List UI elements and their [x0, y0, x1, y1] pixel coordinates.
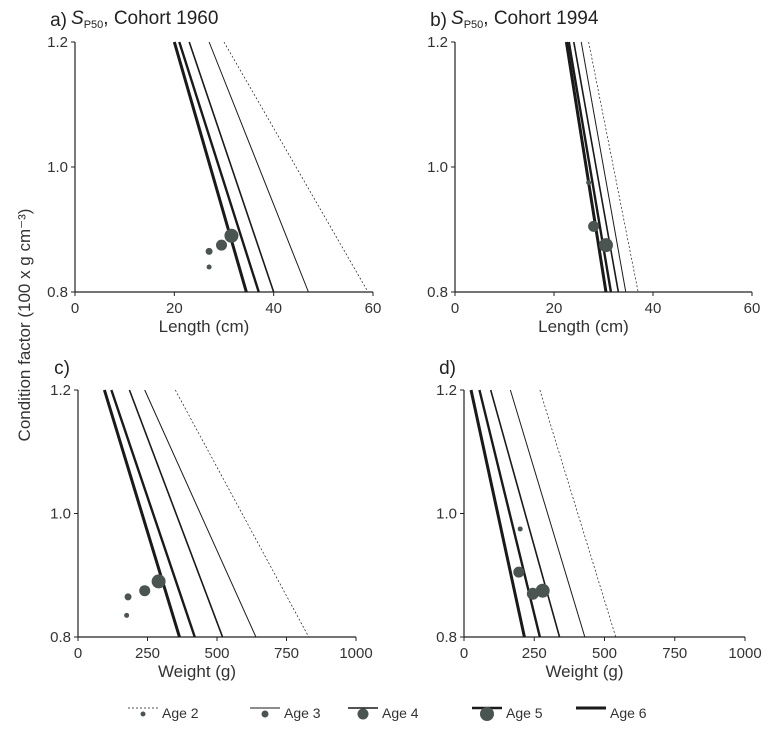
x-tick-label: 40	[265, 300, 282, 317]
series-line-age-5	[478, 389, 542, 638]
x-axis-label: Length (cm)	[159, 317, 250, 336]
panel-label: d)	[439, 358, 456, 379]
x-tick-label: 60	[365, 300, 382, 317]
y-tick-label: 1.2	[50, 382, 71, 399]
x-tick-label: 1000	[728, 645, 761, 662]
legend-label: Age 4	[382, 705, 419, 721]
legend-label: Age 3	[284, 705, 321, 721]
legend-swatch-marker	[261, 710, 269, 718]
legend-item-age-2: Age 2	[128, 705, 199, 721]
series-point-age-3	[124, 593, 132, 601]
series-line-age-5	[178, 41, 260, 293]
panel-title: SP50, Cohort 1994	[451, 8, 599, 31]
x-axis-label: Weight (g)	[158, 662, 236, 681]
series-point-age-2	[124, 612, 130, 618]
chart-panel-4: d) 0 250 500 750 1000 0.8 1.0 1.2 Weight (g)	[436, 358, 762, 681]
panels: a) SP50, Cohort 1960 0 20 40 60 0.8 1.0 1.2 Lengt…	[47, 8, 762, 681]
panel-label: c)	[54, 358, 70, 379]
x-tick-label: 1000	[339, 645, 372, 662]
x-tick-label: 0	[71, 300, 79, 317]
series-point-age-5	[598, 238, 613, 253]
x-tick-label: 0	[460, 645, 468, 662]
series-point-age-5	[535, 583, 550, 598]
series-line-age-6	[469, 389, 526, 638]
series-point-age-5	[151, 574, 166, 589]
y-axis-label: Condition factor (100 x g cm⁻³)	[15, 209, 34, 442]
series-line-age-6	[102, 389, 181, 638]
x-tick-label: 40	[645, 300, 662, 317]
legend-item-age-5: Age 5	[472, 705, 543, 721]
legend-swatch-marker	[357, 708, 369, 720]
series-line-age-5	[567, 41, 613, 293]
x-tick-label: 20	[546, 300, 563, 317]
series-line-age-3	[144, 389, 257, 638]
x-tick-label: 250	[135, 645, 160, 662]
panel-label: b)	[430, 10, 447, 31]
series-line-age-2	[539, 389, 617, 638]
x-tick-label: 500	[204, 645, 229, 662]
x-axis-label: Length (cm)	[538, 317, 629, 336]
series-line-age-2	[174, 389, 310, 638]
x-tick-label: 250	[522, 645, 547, 662]
y-tick-label: 1.2	[427, 34, 448, 51]
y-tick-label: 1.0	[50, 506, 71, 523]
legend: Age 2 Age 3 Age 4 Age 5 Age 6	[128, 705, 647, 721]
legend-label: Age 5	[506, 705, 543, 721]
chart-panel-2: b) SP50, Cohort 1994 0 20 40 60 0.8 1.0 1.2 Lengt…	[427, 8, 760, 336]
y-tick-label: 1.0	[47, 159, 68, 176]
panel-label: a)	[50, 10, 67, 31]
series-line-age-4	[188, 41, 275, 293]
series-line-age-3	[580, 41, 627, 293]
y-tick-label: 1.0	[436, 506, 457, 523]
x-axis-label: Weight (g)	[545, 662, 623, 681]
y-tick-label: 1.0	[427, 159, 448, 176]
x-tick-label: 20	[166, 300, 183, 317]
series-line-age-3	[509, 389, 586, 638]
legend-swatch-marker	[140, 711, 146, 717]
series-line-age-4	[128, 389, 224, 638]
chart-panel-1: a) SP50, Cohort 1960 0 20 40 60 0.8 1.0 1.2 Lengt…	[47, 8, 381, 336]
x-tick-label: 750	[274, 645, 299, 662]
series-line-age-4	[573, 41, 620, 293]
x-tick-label: 0	[74, 645, 82, 662]
series-point-age-5	[224, 228, 239, 243]
series-point-age-4	[139, 585, 151, 597]
series-line-age-2	[588, 41, 639, 293]
legend-label: Age 6	[610, 705, 647, 721]
series-line-age-3	[208, 41, 309, 293]
legend-item-age-3: Age 3	[250, 705, 321, 721]
series-point-age-2	[586, 180, 592, 186]
series-point-age-4	[216, 239, 228, 251]
series-line-age-4	[489, 389, 561, 638]
x-tick-label: 0	[451, 300, 459, 317]
series-point-age-2	[206, 264, 212, 270]
y-tick-label: 1.2	[47, 34, 68, 51]
y-tick-label: 0.8	[436, 629, 457, 646]
series-line-age-6	[172, 41, 248, 293]
series-line-age-6	[564, 41, 608, 293]
chart-panel-3: c) 0 250 500 750 1000 0.8 1.0 1.2 Weight (g)	[50, 358, 373, 681]
y-tick-label: 1.2	[436, 382, 457, 399]
legend-swatch-marker	[480, 707, 494, 721]
series-point-age-3	[205, 247, 213, 255]
x-tick-label: 60	[744, 300, 761, 317]
series-line-age-5	[110, 389, 196, 638]
series-point-age-6	[526, 587, 539, 600]
y-tick-label: 0.8	[50, 629, 71, 646]
series-line-age-2	[223, 41, 369, 293]
x-tick-label: 750	[662, 645, 687, 662]
y-tick-label: 0.8	[47, 284, 68, 301]
x-tick-label: 500	[592, 645, 617, 662]
series-point-age-4	[588, 220, 600, 232]
series-point-age-2	[517, 526, 523, 532]
series-point-age-4	[513, 566, 525, 578]
legend-item-age-4: Age 4	[348, 705, 419, 721]
panel-title: SP50, Cohort 1960	[71, 8, 218, 31]
legend-item-age-6: Age 6	[576, 705, 647, 721]
y-tick-label: 0.8	[427, 284, 448, 301]
legend-label: Age 2	[162, 705, 199, 721]
